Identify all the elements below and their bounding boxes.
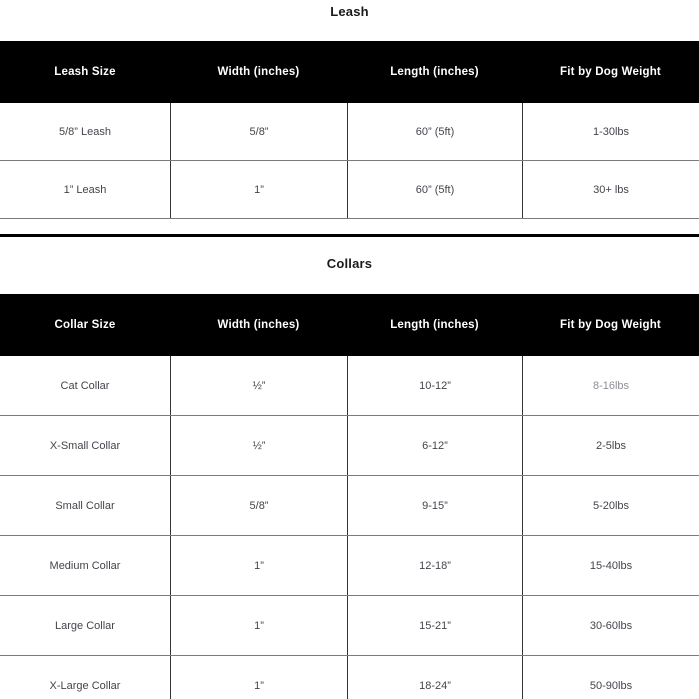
cell-collar-length: 18-24” bbox=[347, 656, 522, 699]
cell-collar-weight: 50-90lbs bbox=[522, 656, 699, 699]
cell-leash-size: 5/8” Leash bbox=[59, 125, 111, 138]
collars-table-header-row: Collar Size Width (inches) Length (inche… bbox=[0, 294, 699, 356]
cell-leash-length: 60” (5ft) bbox=[347, 161, 522, 218]
cell-collar-length: 12-18” bbox=[347, 536, 522, 595]
cell-collar-width: ½” bbox=[170, 356, 347, 415]
cell-leash-size: 1” Leash bbox=[63, 183, 107, 196]
section-divider bbox=[0, 234, 699, 237]
leash-table-header-row: Leash Size Width (inches) Length (inches… bbox=[0, 41, 699, 103]
cell-collar-size: Large Collar bbox=[55, 619, 115, 632]
cell-collar-weight: 5-20lbs bbox=[522, 476, 699, 535]
leash-header-weight: Fit by Dog Weight bbox=[560, 66, 661, 78]
collars-header-size: Collar Size bbox=[54, 319, 116, 331]
table-row: X-Large Collar 1” 18-24” 50-90lbs bbox=[0, 656, 699, 699]
leash-header-length: Length (inches) bbox=[390, 66, 479, 78]
leash-size-table: Leash Size Width (inches) Length (inches… bbox=[0, 41, 699, 219]
table-row: 1” Leash 1” 60” (5ft) 30+ lbs bbox=[0, 161, 699, 219]
cell-leash-weight: 1-30lbs bbox=[522, 103, 699, 160]
cell-collar-width: 1” bbox=[170, 536, 347, 595]
cell-collar-weight: 15-40lbs bbox=[522, 536, 699, 595]
cell-collar-width: 5/8” bbox=[170, 476, 347, 535]
table-row: 5/8” Leash 5/8” 60” (5ft) 1-30lbs bbox=[0, 103, 699, 161]
collars-section-title: Collars bbox=[326, 256, 373, 271]
table-row: Medium Collar 1” 12-18” 15-40lbs bbox=[0, 536, 699, 596]
cell-collar-length: 6-12” bbox=[347, 416, 522, 475]
table-row: Cat Collar ½” 10-12” 8-16lbs bbox=[0, 356, 699, 416]
collars-size-table: Collar Size Width (inches) Length (inche… bbox=[0, 294, 699, 699]
cell-leash-width: 5/8” bbox=[170, 103, 347, 160]
table-row: Large Collar 1” 15-21” 30-60lbs bbox=[0, 596, 699, 656]
table-row: X-Small Collar ½” 6-12” 2-5lbs bbox=[0, 416, 699, 476]
cell-collar-width: 1” bbox=[170, 596, 347, 655]
cell-collar-length: 15-21” bbox=[347, 596, 522, 655]
cell-collar-length: 10-12” bbox=[347, 356, 522, 415]
cell-leash-width: 1” bbox=[170, 161, 347, 218]
cell-leash-length: 60” (5ft) bbox=[347, 103, 522, 160]
cell-collar-size: X-Large Collar bbox=[49, 679, 121, 692]
cell-collar-width: ½” bbox=[170, 416, 347, 475]
cell-collar-size: Small Collar bbox=[55, 499, 115, 512]
table-row: Small Collar 5/8” 9-15” 5-20lbs bbox=[0, 476, 699, 536]
cell-collar-weight: 2-5lbs bbox=[522, 416, 699, 475]
leash-header-size: Leash Size bbox=[54, 66, 116, 78]
leash-header-width: Width (inches) bbox=[217, 66, 300, 78]
collars-header-weight: Fit by Dog Weight bbox=[560, 319, 661, 331]
collars-header-length: Length (inches) bbox=[390, 319, 479, 331]
cell-collar-length: 9-15” bbox=[347, 476, 522, 535]
cell-collar-size: X-Small Collar bbox=[49, 439, 121, 452]
cell-collar-width: 1” bbox=[170, 656, 347, 699]
cell-collar-size: Medium Collar bbox=[49, 559, 121, 572]
collars-header-width: Width (inches) bbox=[217, 319, 300, 331]
cell-leash-weight: 30+ lbs bbox=[522, 161, 699, 218]
cell-collar-weight: 8-16lbs bbox=[522, 356, 699, 415]
cell-collar-weight: 30-60lbs bbox=[522, 596, 699, 655]
cell-collar-size: Cat Collar bbox=[60, 379, 110, 392]
leash-section-title: Leash bbox=[330, 4, 369, 19]
